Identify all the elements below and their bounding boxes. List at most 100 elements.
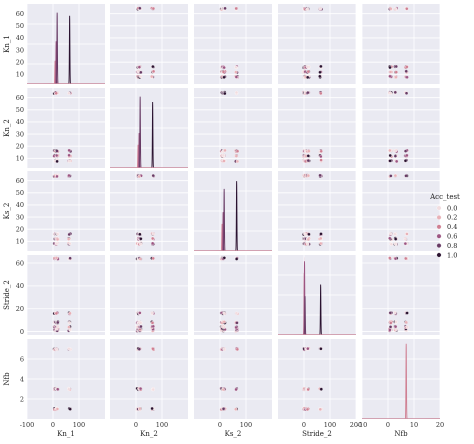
x-axis-label: Kn_1 xyxy=(57,430,75,438)
scatter-point xyxy=(221,387,225,392)
scatter-point xyxy=(67,237,71,241)
scatter-point xyxy=(222,347,226,351)
scatter-point xyxy=(388,311,392,315)
scatter-point xyxy=(223,148,227,153)
scatter-point xyxy=(388,159,392,163)
scatter-point xyxy=(67,148,71,153)
y-tick-label: 20 xyxy=(16,225,24,233)
scatter-point xyxy=(389,321,393,325)
scatter-point xyxy=(137,174,141,179)
scatter-point xyxy=(234,387,238,392)
scatter-point xyxy=(221,70,226,74)
scatter-point xyxy=(388,236,392,240)
panel-Nfb-vs-Kn_2 xyxy=(110,339,188,419)
scatter-point xyxy=(139,237,143,241)
x-axis-label: Stride_2 xyxy=(302,430,332,438)
scatter-point xyxy=(319,232,323,236)
scatter-point xyxy=(151,256,155,261)
scatter-point xyxy=(393,149,398,153)
panel-Kn_1-vs-Stride_2 xyxy=(278,4,357,84)
scatter-point xyxy=(393,173,398,178)
scatter-point xyxy=(306,91,310,95)
scatter-point xyxy=(394,70,398,74)
kde-line xyxy=(222,188,226,251)
scatter-point xyxy=(151,6,156,11)
y-tick-label: 40 xyxy=(16,201,24,209)
scatter-point xyxy=(235,149,240,153)
scatter-point xyxy=(67,387,71,391)
panel-Kn_1-vs-Nfb xyxy=(361,4,441,84)
panel-Stride_2-vs-Kn_2 xyxy=(110,255,188,335)
scatter-point xyxy=(234,257,239,261)
panel-Ks_2-vs-Kn_2 xyxy=(110,171,188,251)
panel-Stride_2-vs-Stride_2 xyxy=(278,255,357,335)
panel-background xyxy=(278,4,356,84)
panel-Kn_2-vs-Kn_2 xyxy=(110,88,188,168)
y-tick-label: 0 xyxy=(20,328,24,336)
scatter-point xyxy=(56,324,60,329)
x-tick-label: 100 xyxy=(240,421,252,429)
scatter-point xyxy=(139,70,143,74)
scatter-point xyxy=(319,387,323,391)
y-axis-label: Nfb xyxy=(3,372,11,386)
y-tick-label: 60 xyxy=(16,259,24,267)
scatter-point xyxy=(306,174,311,178)
scatter-point xyxy=(405,232,409,236)
panel-background xyxy=(362,88,440,168)
kde-line xyxy=(138,96,142,168)
panel-background xyxy=(194,88,272,168)
scatter-point xyxy=(150,321,155,325)
scatter-point xyxy=(319,347,323,351)
scatter-point xyxy=(307,232,311,236)
scatter-point xyxy=(235,321,239,325)
panel-Ks_2-vs-Ks_2 xyxy=(194,171,272,251)
scatter-point xyxy=(319,64,323,69)
scatter-point xyxy=(234,154,238,158)
scatter-point xyxy=(393,257,398,261)
scatter-point xyxy=(389,174,393,178)
scatter-point xyxy=(222,256,226,260)
scatter-point xyxy=(394,64,398,69)
scatter-point xyxy=(388,65,392,70)
x-axis-label: Kn_2 xyxy=(140,430,158,438)
scatter-point xyxy=(394,320,398,324)
panel-Stride_2-vs-Kn_1 xyxy=(26,255,105,335)
kde-line xyxy=(319,284,322,335)
scatter-point xyxy=(388,328,392,332)
scatter-point xyxy=(319,149,323,153)
panel-Kn_2-vs-Stride_2 xyxy=(278,88,357,168)
scatter-point xyxy=(67,347,71,351)
legend-label: 1.0 xyxy=(447,251,457,259)
scatter-point xyxy=(403,241,408,246)
scatter-point xyxy=(151,236,155,241)
scatter-point xyxy=(54,241,59,246)
y-axis-label: Ks_2 xyxy=(3,203,11,220)
scatter-point xyxy=(318,7,322,11)
scatter-point xyxy=(150,406,154,411)
panel-background xyxy=(362,171,440,251)
scatter-point xyxy=(222,65,226,70)
scatter-point xyxy=(221,407,226,411)
panel-Kn_1-vs-Kn_2 xyxy=(110,4,188,84)
y-tick-label: 30 xyxy=(16,213,24,221)
scatter-point xyxy=(54,91,58,95)
panel-background xyxy=(278,88,356,168)
scatter-point xyxy=(388,153,392,158)
scatter-point xyxy=(138,407,142,411)
scatter-point xyxy=(388,148,392,153)
x-tick-label: 0 xyxy=(386,421,390,429)
scatter-point xyxy=(404,256,408,261)
kde-line xyxy=(303,296,307,335)
panel-Kn_2-vs-Ks_2 xyxy=(194,88,272,168)
legend-title: Acc_test xyxy=(429,193,460,201)
scatter-point xyxy=(319,91,323,96)
scatter-point xyxy=(54,311,59,316)
legend: Acc_test 0.0 0.20.4 0.60.81.0 xyxy=(429,193,460,259)
x-tick-label: 100 xyxy=(156,421,168,429)
scatter-point xyxy=(151,387,155,392)
x-tick-label: 200 xyxy=(350,421,362,429)
scatter-point xyxy=(393,90,397,94)
scatter-point xyxy=(389,7,393,11)
scatter-point xyxy=(54,347,59,352)
scatter-point xyxy=(55,159,59,164)
